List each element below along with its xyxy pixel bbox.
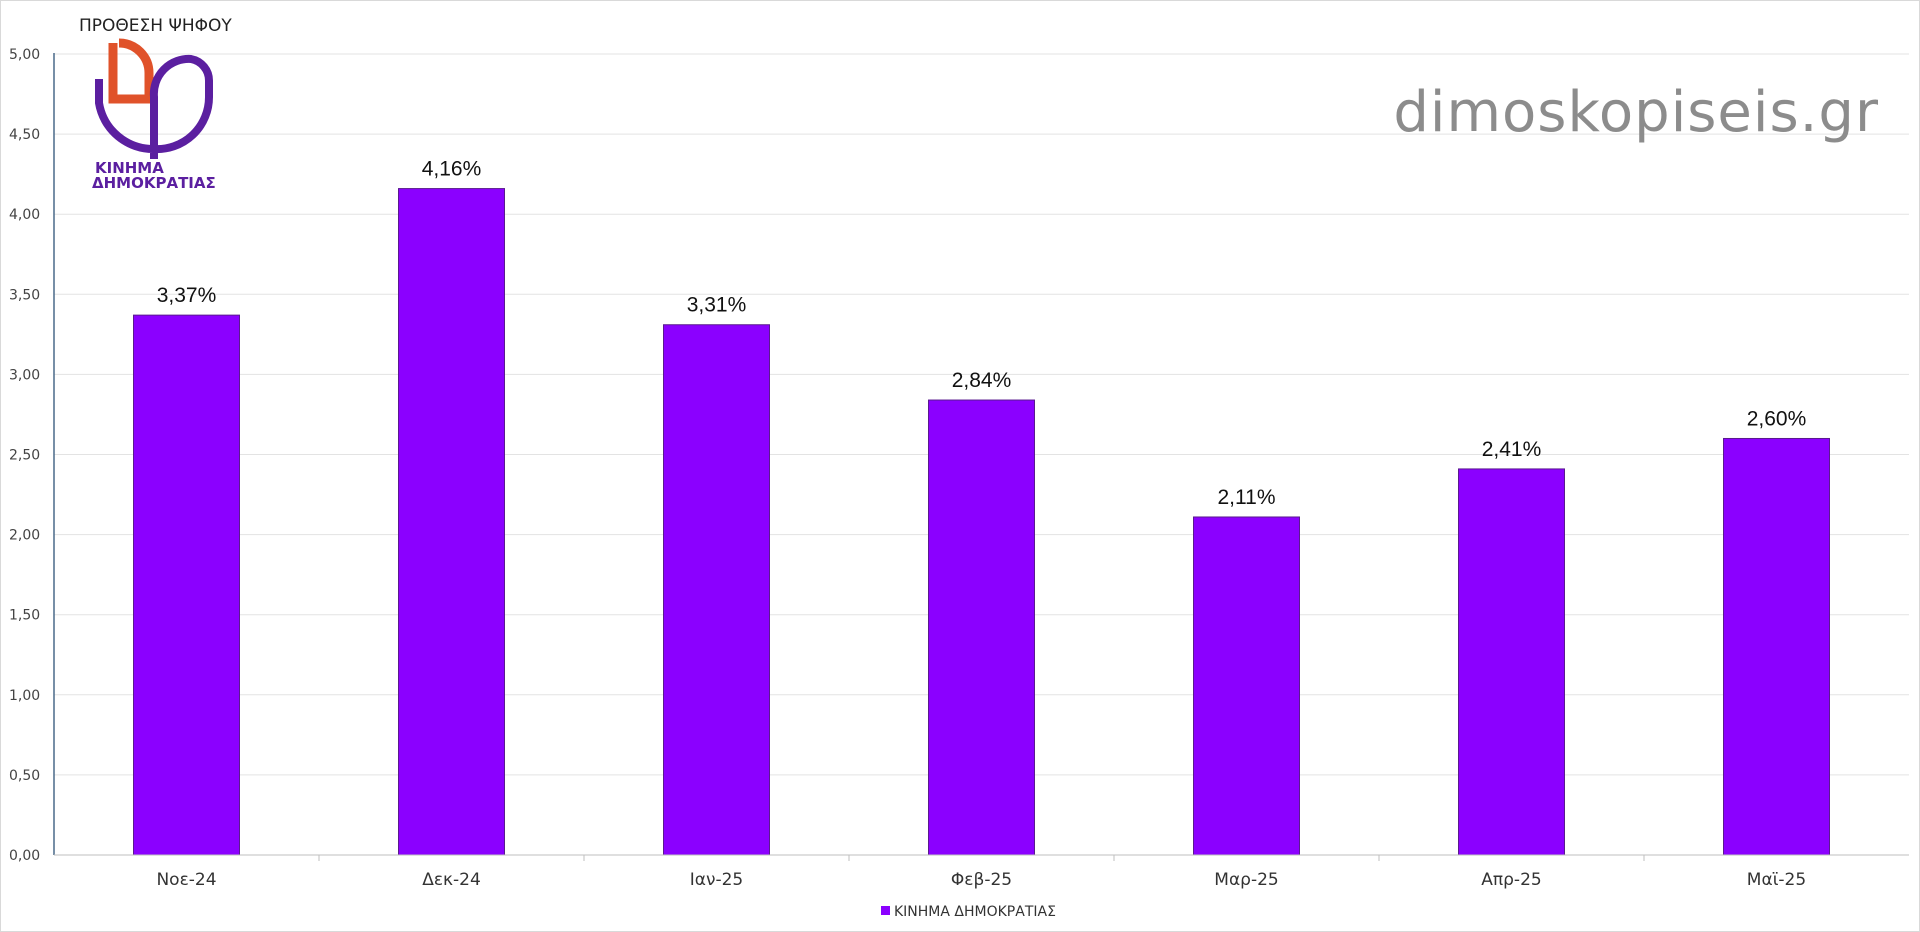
y-tick-label: 3,50 bbox=[9, 287, 40, 303]
legend: ΚΙΝΗΜΑ ΔΗΜΟΚΡΑΤΙΑΣ bbox=[881, 904, 1056, 920]
logo: ΚΙΝΗΜΑ ΔΗΜΟΚΡΑΤΙΑΣ bbox=[92, 38, 216, 192]
bar bbox=[1723, 437, 1830, 856]
bar bbox=[398, 188, 505, 856]
y-axis-ticks: 0,00 0,50 1,00 1,50 2,00 2,50 3,00 3,50 4,00 4,50… bbox=[9, 47, 40, 864]
y-tick-label: 0,00 bbox=[9, 848, 40, 864]
y-tick-label: 1,00 bbox=[9, 688, 40, 704]
bar bbox=[133, 314, 240, 856]
x-tick-label: Απρ-25 bbox=[1481, 870, 1541, 890]
y-tick-label: 4,50 bbox=[9, 127, 40, 143]
legend-label: ΚΙΝΗΜΑ ΔΗΜΟΚΡΑΤΙΑΣ bbox=[894, 904, 1056, 920]
logo-orange-shape bbox=[108, 38, 154, 104]
data-label: 2,11% bbox=[1218, 486, 1276, 509]
logo-text-line2: ΔΗΜΟΚΡΑΤΙΑΣ bbox=[92, 174, 216, 192]
bars bbox=[133, 188, 1830, 856]
legend-swatch bbox=[881, 906, 890, 915]
y-tick-label: 1,50 bbox=[9, 608, 40, 624]
data-label: 2,84% bbox=[952, 369, 1012, 392]
bar bbox=[1193, 516, 1300, 856]
y-tick-label: 4,00 bbox=[9, 207, 40, 223]
x-axis-ticks: Νοε-24 Δεκ-24 Ιαν-25 Φεβ-25 Μαρ-25 Απρ-25 Μαϊ-… bbox=[156, 855, 1806, 890]
y-tick-label: 0,50 bbox=[9, 768, 40, 784]
data-label: 4,16% bbox=[422, 158, 482, 181]
x-tick-label: Μαρ-25 bbox=[1214, 870, 1278, 890]
x-tick-label: Δεκ-24 bbox=[422, 870, 481, 890]
x-tick-label: Μαϊ-25 bbox=[1747, 870, 1806, 890]
x-tick-label: Ιαν-25 bbox=[690, 870, 743, 890]
y-tick-label: 5,00 bbox=[9, 47, 40, 63]
data-label: 2,60% bbox=[1747, 407, 1807, 430]
y-tick-label: 2,50 bbox=[9, 448, 40, 464]
logo-text-line1: ΚΙΝΗΜΑ bbox=[95, 159, 164, 177]
chart-title: ΠΡΟΘΕΣΗ ΨΗΦΟΥ bbox=[79, 16, 232, 36]
bar bbox=[663, 324, 770, 856]
x-tick-label: Φεβ-25 bbox=[951, 870, 1012, 890]
watermark: dimoskopiseis.gr bbox=[1393, 80, 1879, 145]
data-label: 2,41% bbox=[1482, 438, 1542, 461]
data-labels: 3,37% 4,16% 3,31% 2,84% 2,11% 2,41% 2,60% bbox=[157, 158, 1807, 509]
data-label: 3,31% bbox=[687, 294, 747, 317]
x-tick-label: Νοε-24 bbox=[156, 870, 216, 890]
logo-purple-shape bbox=[95, 54, 214, 159]
bar bbox=[928, 399, 1035, 856]
y-tick-label: 2,00 bbox=[9, 528, 40, 544]
y-tick-label: 3,00 bbox=[9, 367, 40, 383]
bar bbox=[1458, 468, 1565, 856]
data-label: 3,37% bbox=[157, 284, 217, 307]
